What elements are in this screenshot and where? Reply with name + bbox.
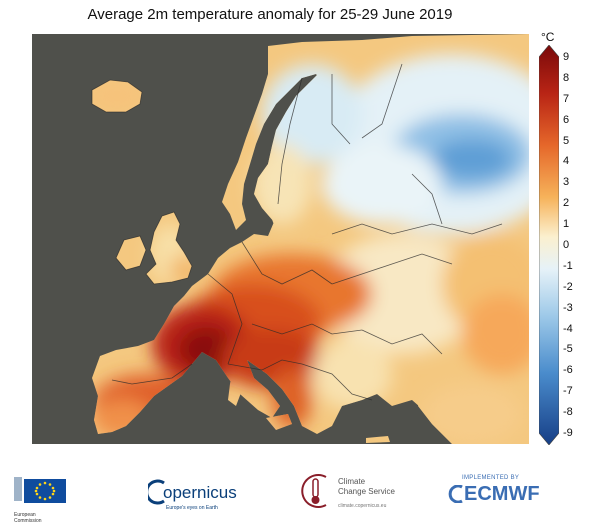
eu-commission-logo: European Commission (14, 477, 74, 524)
colorbar-tick-label: -5 (563, 343, 573, 356)
colorbar-tick-label: -9 (563, 427, 573, 439)
colorbar-tick-label: 4 (563, 155, 570, 168)
c3s-logo: Climate Change Service climate.copernicu… (298, 471, 418, 517)
colorbar-tick-label: 6 (563, 113, 570, 126)
c3s-line1: Climate (338, 477, 366, 486)
colorbar-tick-label: -7 (563, 385, 573, 398)
ecmwf-implemented-by: IMPLEMENTED BY (462, 475, 520, 481)
colorbar-tick-label: -1 (563, 259, 573, 272)
colorbar (539, 45, 559, 445)
country-borders (91, 63, 503, 401)
colorbar-unit: °C (541, 30, 555, 44)
eu-line2: Commission (14, 518, 42, 524)
thermometer-icon (301, 474, 327, 508)
colorbar-tick-label: -8 (563, 406, 573, 419)
copernicus-logo: opernicus Europe's eyes on Earth (148, 475, 268, 515)
colorbar-tick-label: 7 (563, 92, 570, 105)
copernicus-c-icon (148, 479, 165, 505)
colorbar-tick-label: -3 (563, 301, 573, 314)
eu-line1: European (14, 512, 36, 518)
eu-flag-icon (14, 477, 66, 503)
colorbar-tick-label: 5 (563, 134, 570, 147)
ecmwf-mark-icon (448, 485, 463, 503)
colorbar-tick-label: 2 (563, 197, 570, 210)
colorbar-tick-label: 8 (563, 71, 570, 84)
temperature-anomaly-map (32, 34, 529, 444)
c3s-line2: Change Service (338, 487, 395, 496)
colorbar-tick-label: 9 (563, 51, 570, 63)
copernicus-tagline: Europe's eyes on Earth (166, 505, 218, 511)
copernicus-name: opernicus (163, 483, 237, 502)
colorbar-tick-label: 0 (563, 239, 570, 251)
map-title: Average 2m temperature anomaly for 25-29… (87, 6, 453, 23)
colorbar-tick-label: 1 (563, 218, 570, 231)
ecmwf-logo: IMPLEMENTED BY ECMWF (448, 475, 588, 515)
colorbar-tick-label: -4 (563, 322, 573, 335)
colorbar-tick-label: 3 (563, 176, 570, 189)
c3s-url: climate.copernicus.eu (338, 503, 387, 509)
colorbar-tick-label: -6 (563, 364, 573, 377)
logo-footer: European Commission opernicus Europe's e… (0, 455, 595, 524)
ecmwf-name: ECMWF (464, 483, 540, 505)
colorbar-tick-label: -2 (563, 280, 573, 293)
